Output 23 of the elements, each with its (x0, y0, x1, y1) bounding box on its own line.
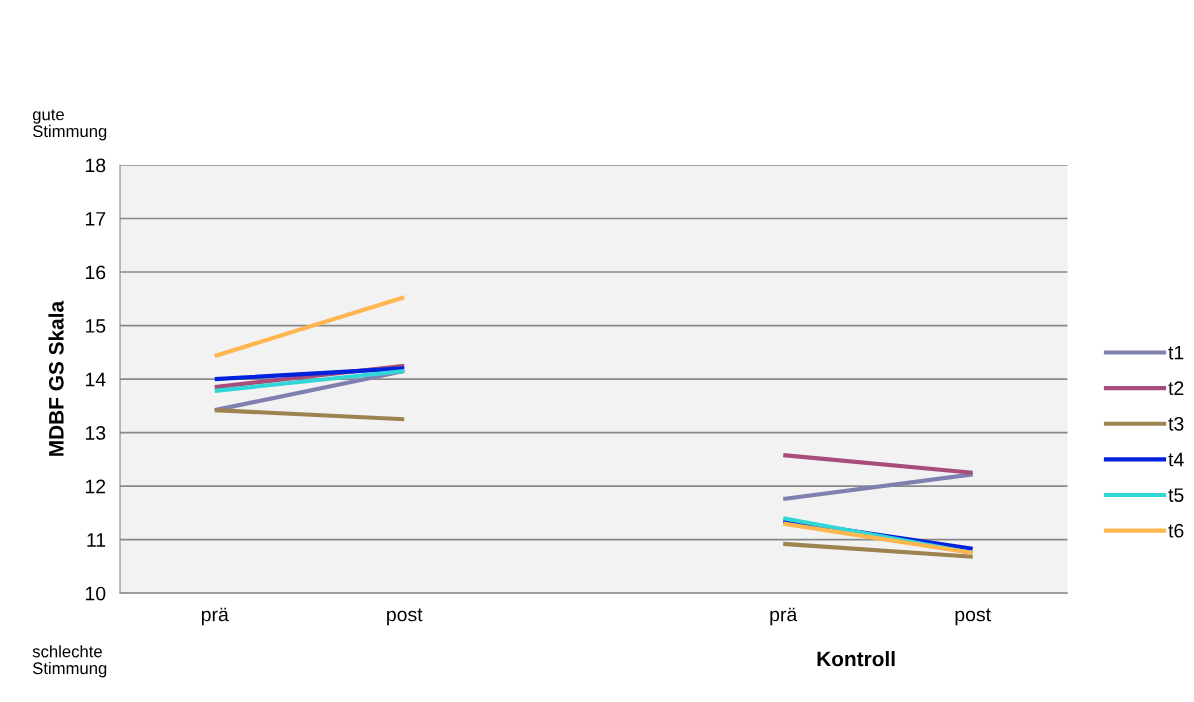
y-tick-label: 12 (85, 479, 106, 494)
text: schlechte Stimmung (32, 645, 107, 678)
legend-label: t5 (1168, 488, 1184, 502)
legend-label: t3 (1168, 416, 1184, 431)
x-tick-label: post (387, 608, 423, 626)
x-tick-label: prä (770, 607, 798, 626)
y-tick-label: 14 (85, 372, 106, 387)
legend-label: t6 (1168, 523, 1184, 538)
y-tick-label: 11 (87, 533, 106, 547)
y-tick-label: 13 (85, 426, 106, 440)
y-tick-label: 18 (85, 158, 106, 173)
y-tick-label: 10 (85, 586, 106, 601)
y-axis-title: MDBF GS Skala (48, 300, 64, 456)
legend-label: t2 (1168, 381, 1184, 396)
legend-label: t4 (1168, 452, 1184, 467)
text: Kontroll (817, 650, 895, 667)
legend-label: t1 (1168, 345, 1184, 360)
y-tick-label: 16 (85, 265, 106, 280)
x-tick-label: prä (201, 607, 229, 626)
x-tick-label: post (955, 608, 991, 626)
y-tick-label: 17 (85, 212, 106, 226)
y-tick-label: 15 (85, 319, 106, 333)
text: gute Stimmung (32, 109, 107, 141)
